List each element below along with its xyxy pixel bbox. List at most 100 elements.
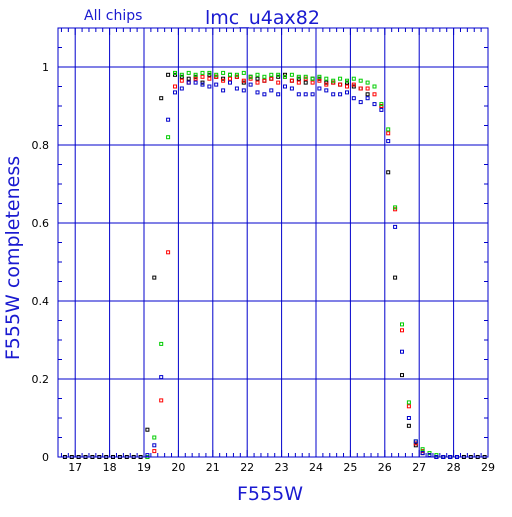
data-point [289, 78, 294, 83]
data-point [193, 80, 198, 85]
data-point [152, 443, 157, 448]
x-tick-label: 24 [309, 461, 323, 474]
data-point [186, 70, 191, 75]
x-tick-label: 25 [343, 461, 357, 474]
data-point [221, 70, 226, 75]
x-tick-label: 23 [275, 461, 289, 474]
data-point [269, 88, 274, 93]
data-point [255, 90, 260, 95]
data-point [207, 76, 212, 81]
data-point [221, 78, 226, 83]
data-point [234, 72, 239, 77]
data-point [214, 82, 219, 87]
x-tick-label: 27 [412, 461, 426, 474]
x-tick-label: 20 [171, 461, 185, 474]
data-point [386, 139, 391, 144]
data-point [317, 78, 322, 83]
data-point [159, 375, 164, 380]
data-point [406, 404, 411, 409]
y-tick-label: 1 [42, 61, 49, 74]
data-point [420, 451, 425, 456]
data-point [262, 78, 267, 83]
data-point [228, 76, 232, 81]
data-point [159, 96, 164, 101]
data-point [351, 82, 356, 87]
y-tick-label: 0.4 [32, 295, 50, 308]
data-point [241, 78, 246, 83]
tick-labels: 17 18 19 20 21 22 23 24 25 26 27 28 29 0 0.2 0.4 0.6 0.8 1 [32, 61, 496, 474]
data-point [365, 86, 370, 91]
data-point [400, 328, 404, 333]
data-point [262, 74, 267, 79]
data-point [317, 74, 322, 79]
data-point [228, 72, 232, 77]
data-point [393, 224, 398, 229]
data-point [303, 74, 308, 79]
data-point [276, 72, 281, 77]
data-point [338, 76, 343, 81]
chart-subtitle: All chips [84, 8, 142, 24]
series-3 [145, 80, 459, 459]
x-tick-label: 28 [447, 461, 461, 474]
data-point [406, 416, 411, 420]
data-point [372, 92, 377, 97]
data-point [358, 78, 363, 83]
x-tick-label: 18 [103, 461, 117, 474]
data-point [166, 117, 171, 122]
data-point [338, 92, 343, 97]
data-point [358, 86, 363, 91]
data-point [324, 88, 329, 93]
x-axis-label: F555W [237, 483, 303, 505]
data-point [166, 250, 171, 255]
data-point [152, 275, 157, 280]
data-point [351, 76, 356, 81]
data-point [324, 76, 329, 81]
data-point [372, 102, 377, 107]
data-point [255, 76, 260, 81]
x-tick-label: 17 [68, 461, 82, 474]
y-tick-label: 0.6 [32, 217, 50, 230]
data-point [193, 76, 198, 81]
data-point [166, 135, 171, 140]
data-point [262, 92, 267, 97]
data-point [413, 439, 418, 444]
data-point [317, 86, 322, 91]
data-point [248, 82, 253, 87]
data-point [276, 80, 281, 85]
data-point [179, 78, 184, 83]
data-point [303, 92, 308, 97]
data-point [345, 90, 349, 95]
data-point [345, 78, 349, 83]
data-point [173, 90, 177, 95]
data-point [173, 84, 177, 89]
data-point [351, 96, 356, 101]
series-2 [145, 70, 459, 459]
data-point [365, 92, 370, 97]
data-point [331, 92, 336, 97]
data-point [296, 74, 301, 79]
series-1 [145, 74, 459, 459]
x-tick-label: 19 [137, 461, 151, 474]
series-0 [62, 72, 487, 459]
data-point [386, 131, 391, 136]
x-tick-label: 26 [378, 461, 392, 474]
x-tick-label: 29 [481, 461, 495, 474]
data-point [200, 70, 205, 75]
data-point [234, 86, 239, 91]
data-points [62, 70, 487, 459]
data-point [310, 76, 315, 81]
plot-frame [57, 27, 489, 458]
x-tick-label: 22 [240, 461, 254, 474]
data-point [186, 76, 191, 81]
data-point [159, 398, 164, 403]
data-point [200, 74, 205, 79]
data-point [221, 88, 226, 93]
y-axis-label: F555W completeness [2, 156, 24, 360]
data-point [276, 92, 281, 97]
data-point [207, 70, 212, 75]
axis-ticks [58, 27, 489, 458]
data-point [186, 80, 191, 85]
data-point [372, 84, 377, 89]
data-point [152, 449, 157, 454]
